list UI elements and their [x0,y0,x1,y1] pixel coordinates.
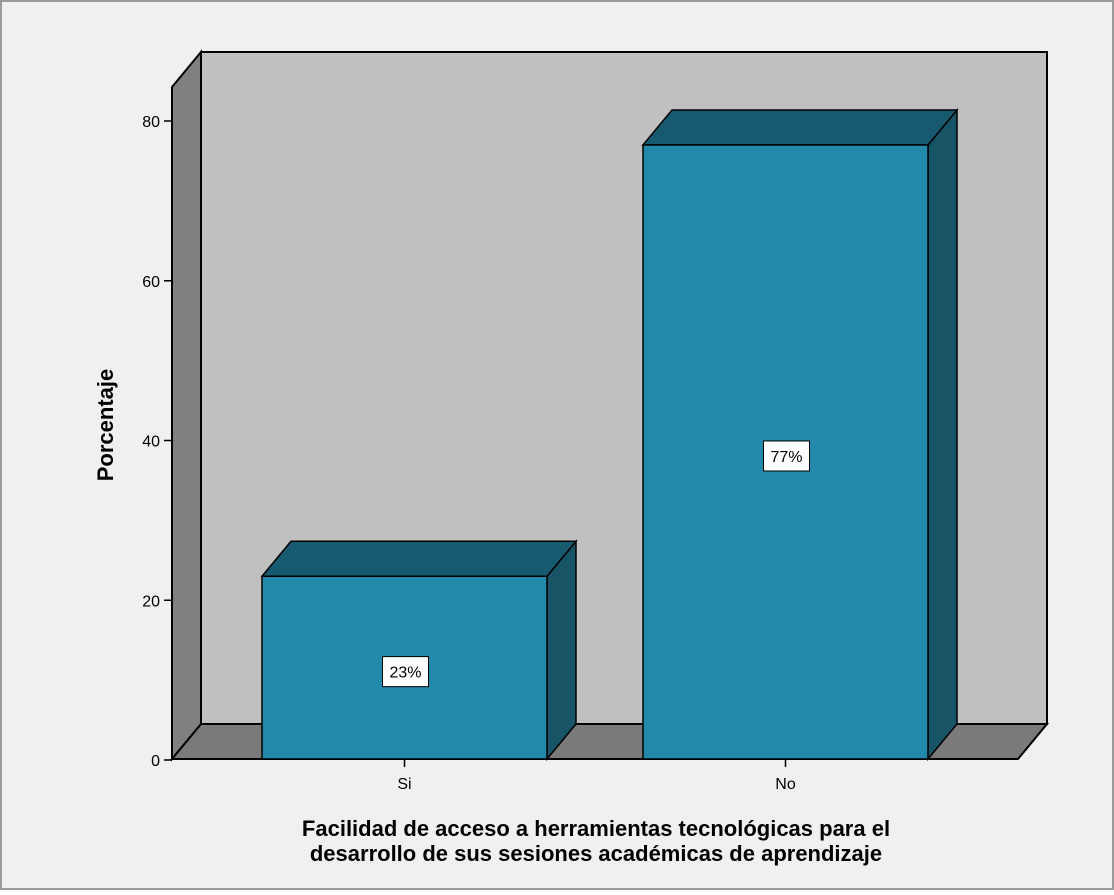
x-axis: Si No [397,759,796,793]
bar-top [260,540,578,578]
bar-side [546,539,577,762]
bar-top [641,109,959,146]
bars: 23% 77% [260,107,959,762]
y-tick-label: 60 [142,274,160,291]
y-axis-label: Porcentaje [93,369,118,482]
bar-no: 77% [641,107,959,762]
data-label: 77% [770,449,802,466]
plot-side-wall [171,49,202,762]
x-tick-label: No [775,776,796,793]
x-axis-label-line-2: desarrollo de sus sesiones académicas de… [310,841,882,866]
bar-si: 23% [260,539,578,762]
data-label-box [763,440,810,472]
data-label-box [382,656,429,688]
x-axis-label-line-1: Facilidad de acceso a herramientas tecno… [302,816,890,841]
y-tick-label: 20 [142,593,160,610]
y-tick-label: 0 [151,753,160,770]
bar-side [927,107,958,762]
x-tick-label: Si [397,776,411,793]
y-tick-label: 80 [142,114,160,131]
data-label: 23% [389,665,421,682]
y-axis: 0 20 40 60 80 [142,87,173,770]
y-tick-label: 40 [142,434,160,451]
